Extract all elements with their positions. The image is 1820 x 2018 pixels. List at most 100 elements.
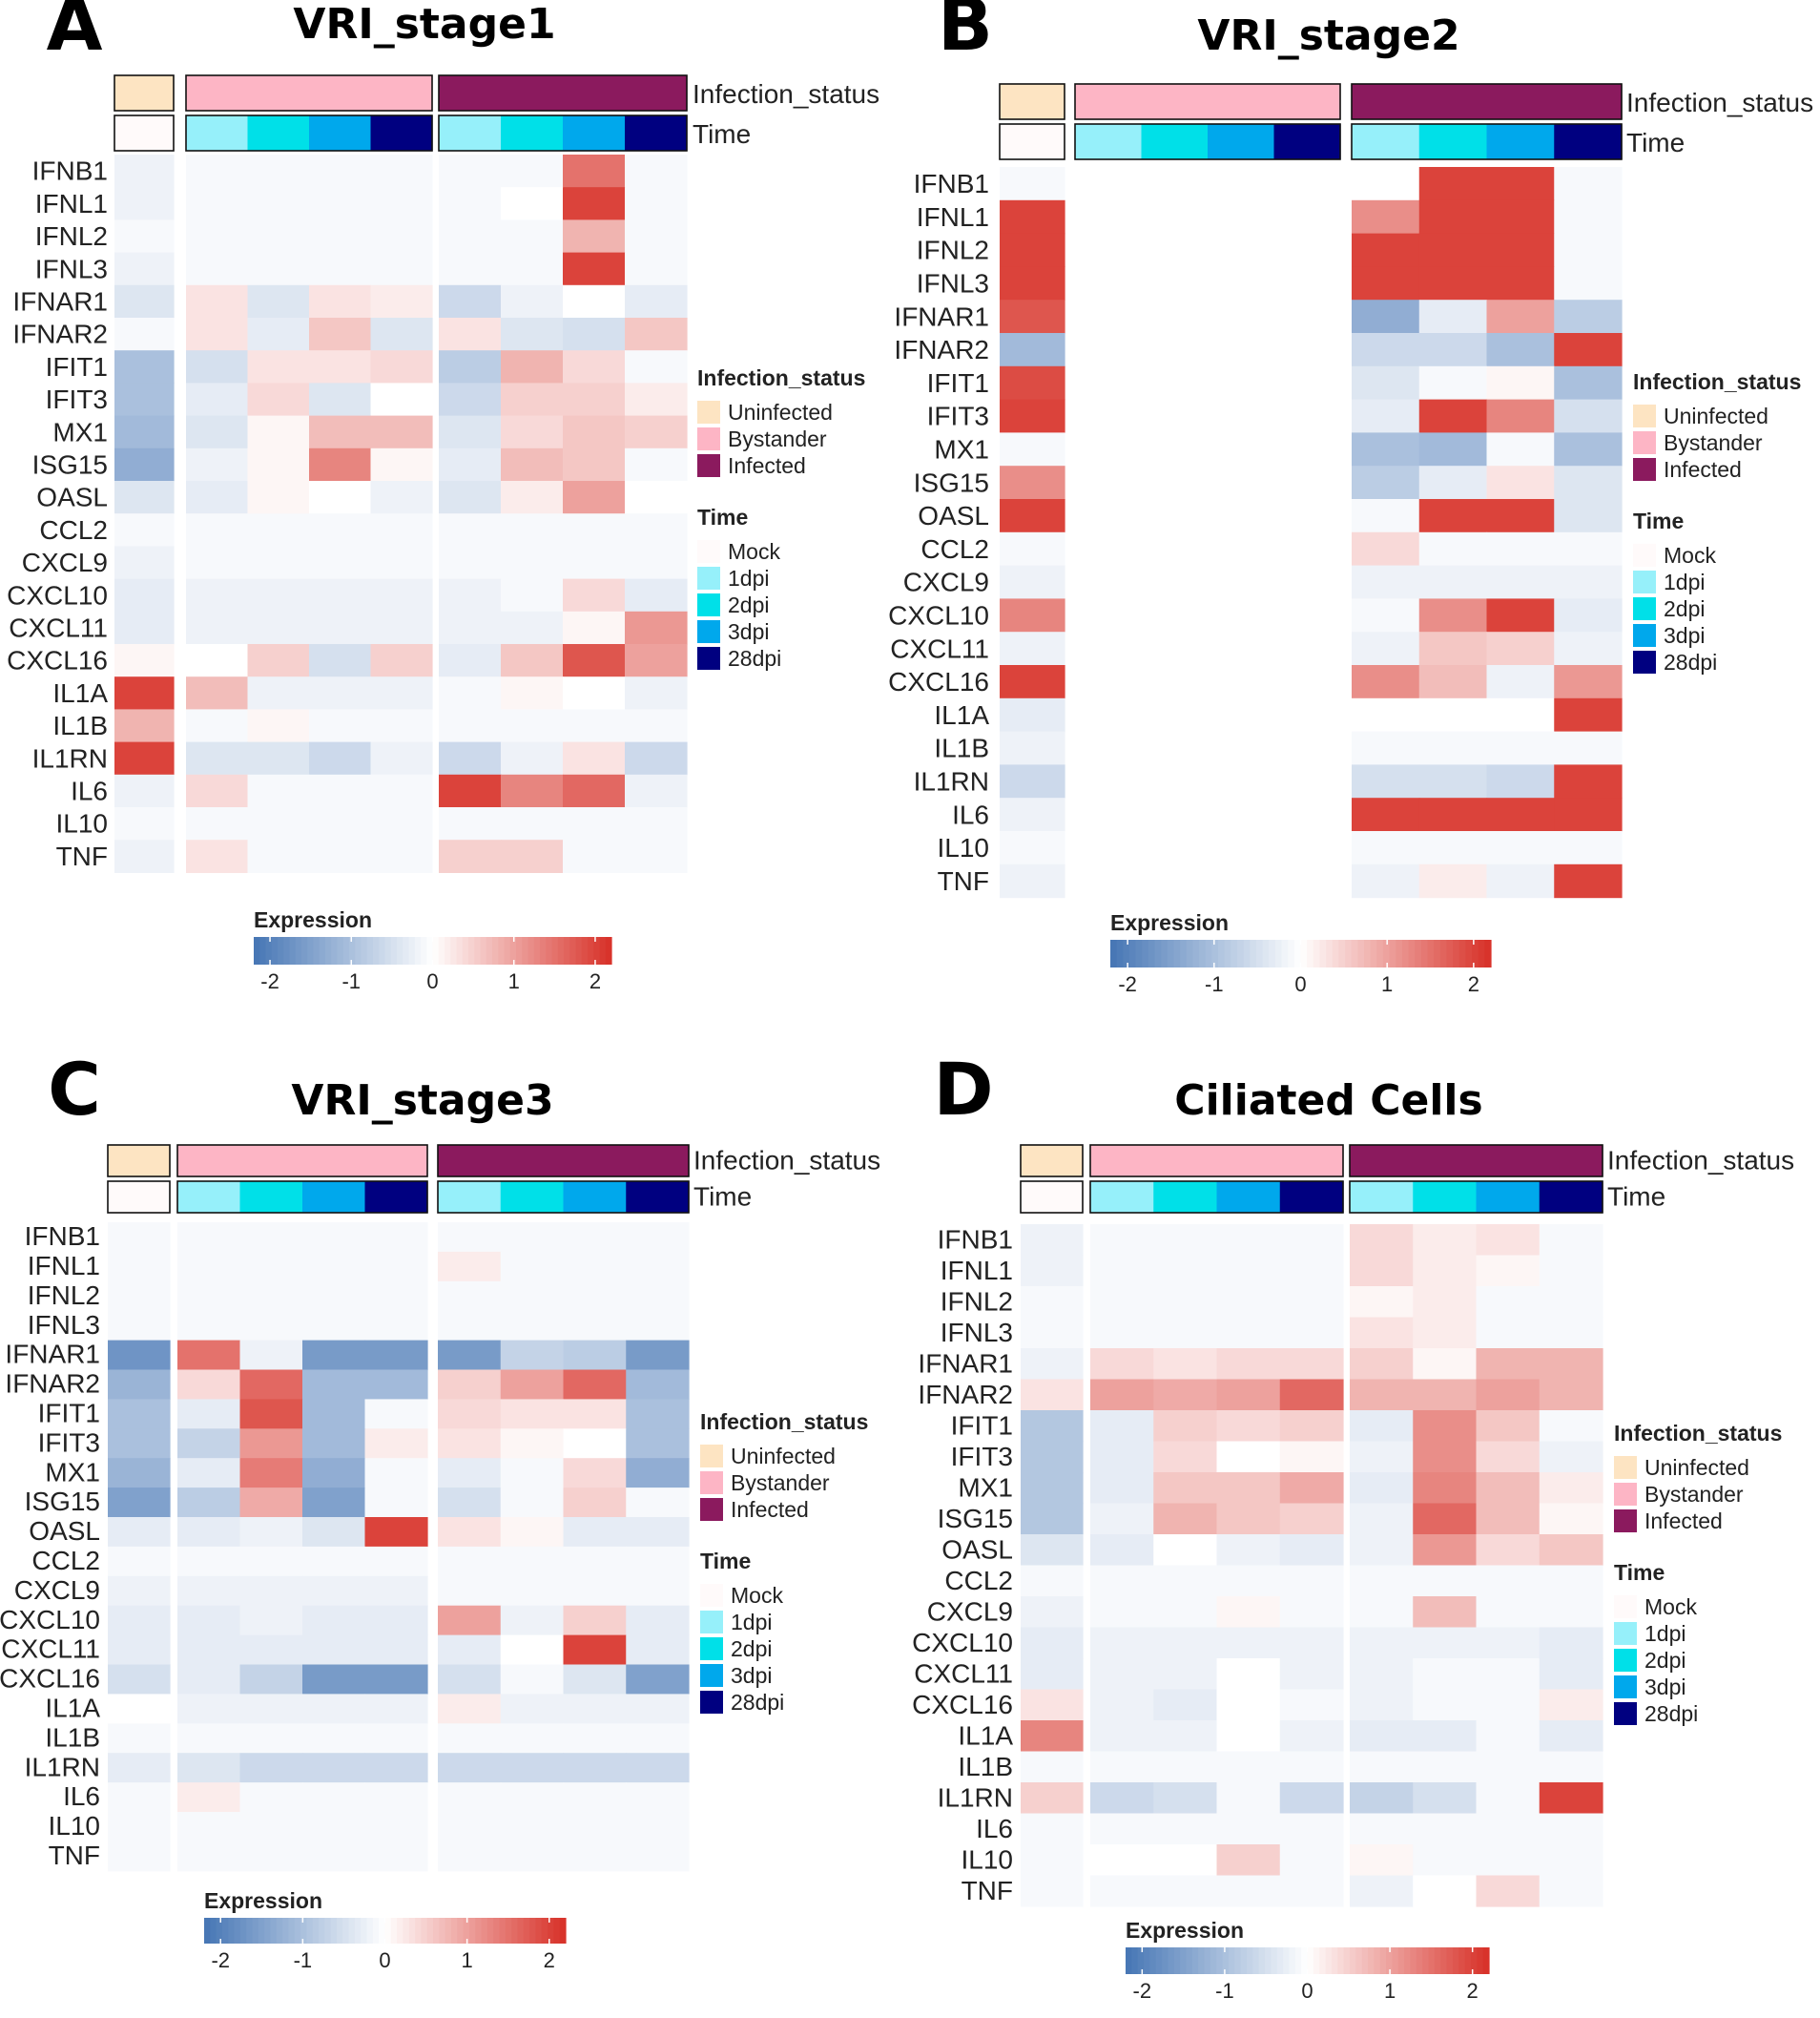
heatmap-cell [309,383,372,417]
heatmap-cell [1216,1224,1281,1257]
colorbar-segment [415,1918,422,1944]
panel-letter: A [47,0,103,67]
colorbar-segment [1116,940,1124,967]
heatmap-cell [1413,1472,1478,1505]
heatmap-cell [114,252,175,286]
heatmap-cell [626,1575,690,1607]
heatmap-cell [563,611,626,645]
heatmap-cell [1486,199,1555,235]
colorbar-segment [456,937,464,965]
heatmap-cell [1476,1534,1541,1567]
heatmap-cell [501,840,564,873]
panel-letter: B [938,0,993,67]
heatmap-cell [563,1458,627,1488]
heatmap-cell [1350,1844,1414,1877]
annotation-time-border [1074,123,1341,160]
annotation-time-cell [438,1181,502,1213]
heatmap-cell [1153,1813,1218,1845]
heatmap-cell [1000,466,1065,500]
heatmap-cell [563,1369,627,1400]
heatmap-cell [1539,1596,1603,1629]
heatmap-cell [309,187,372,220]
heatmap-cell [1216,1596,1281,1629]
heatmap-cell [1476,1379,1541,1411]
heatmap-cell [114,611,175,645]
heatmap-cell [500,1634,565,1666]
heatmap-cell [1418,365,1488,401]
colorbar-segment [210,1918,217,1944]
row-label-il10: IL10 [962,1844,1014,1874]
legend-swatch [1614,1456,1637,1479]
colorbar-segment [282,1918,290,1944]
legend-item-label: 2dpi [731,1636,772,1661]
row-label-oasl: OASL [941,1534,1013,1564]
annotation-status-cell [1021,1145,1084,1176]
heatmap-cell [302,1812,366,1842]
legend-status-title: Infection_status [697,365,865,390]
heatmap-cell [501,611,564,645]
heatmap-cell [1021,1348,1084,1381]
annotation-status-cell [1413,1145,1478,1176]
heatmap-cell [239,1694,303,1724]
heatmap-cell [177,1251,241,1282]
heatmap-cell [1000,665,1065,699]
heatmap-cell [626,1340,690,1371]
heatmap-cell [439,447,502,482]
heatmap-cell [1350,1689,1414,1721]
colorbar-tick-label: 0 [1294,972,1306,996]
heatmap-cell [186,611,249,645]
row-label-ifnl2: IFNL2 [941,1286,1013,1316]
heatmap-cell [500,1369,565,1400]
legend-swatch [1614,1509,1637,1532]
heatmap-cell [1413,1689,1478,1721]
legend-item-label: 1dpi [1644,1621,1686,1646]
heatmap-cell [239,1841,303,1872]
colorbar-segment [468,1918,476,1944]
annotation-status-cell [309,75,372,111]
heatmap-cell [1418,531,1488,567]
colorbar-segment [1148,940,1156,967]
heatmap-cell [1090,1658,1154,1691]
heatmap-cell [1476,1627,1541,1659]
heatmap-cell [114,481,175,514]
colorbar-segment [1154,940,1162,967]
heatmap-cell [1279,1286,1344,1319]
heatmap-cell [501,350,564,384]
colorbar-segment [1234,1947,1242,1974]
heatmap-cell [114,741,175,776]
heatmap-cell [1153,1348,1218,1381]
heatmap-cell [501,155,564,188]
heatmap-cell [309,709,372,743]
colorbar-segment [408,937,416,965]
colorbar-tick-label: -1 [294,1948,313,1972]
heatmap-cell [1413,1720,1478,1753]
legend-swatch [1614,1675,1637,1698]
colorbar-segment [588,937,594,965]
heatmap-cell [370,709,433,743]
heatmap-cell [302,1340,366,1371]
row-label-cxcl9: CXCL9 [22,548,108,577]
annotation-status-border [107,1144,171,1177]
heatmap-cell [1350,1317,1414,1349]
heatmap-cell [1153,1875,1218,1907]
heatmap-cell [309,741,372,776]
heatmap-cell [1476,1348,1541,1381]
heatmap-cell [1486,798,1555,832]
heatmap-cell [186,513,249,547]
colorbar-segment [426,1918,434,1944]
heatmap-cell [1021,1844,1084,1877]
heatmap-cell [1352,399,1420,433]
colorbar-segment [535,1918,543,1944]
heatmap-cell [370,383,433,417]
annotation-status-cell [364,1145,428,1176]
heatmap-cell [438,1664,502,1695]
heatmap-cell [563,219,626,254]
heatmap-cell [438,1575,502,1607]
heatmap-cell [563,1428,627,1459]
legend-item-label: Uninfected [1644,1455,1749,1480]
heatmap-cell [1476,1565,1541,1597]
heatmap-cell [563,1222,627,1253]
colorbar-segment [372,1918,380,1944]
heatmap-cell [177,1458,241,1488]
heatmap-cell [439,741,502,776]
